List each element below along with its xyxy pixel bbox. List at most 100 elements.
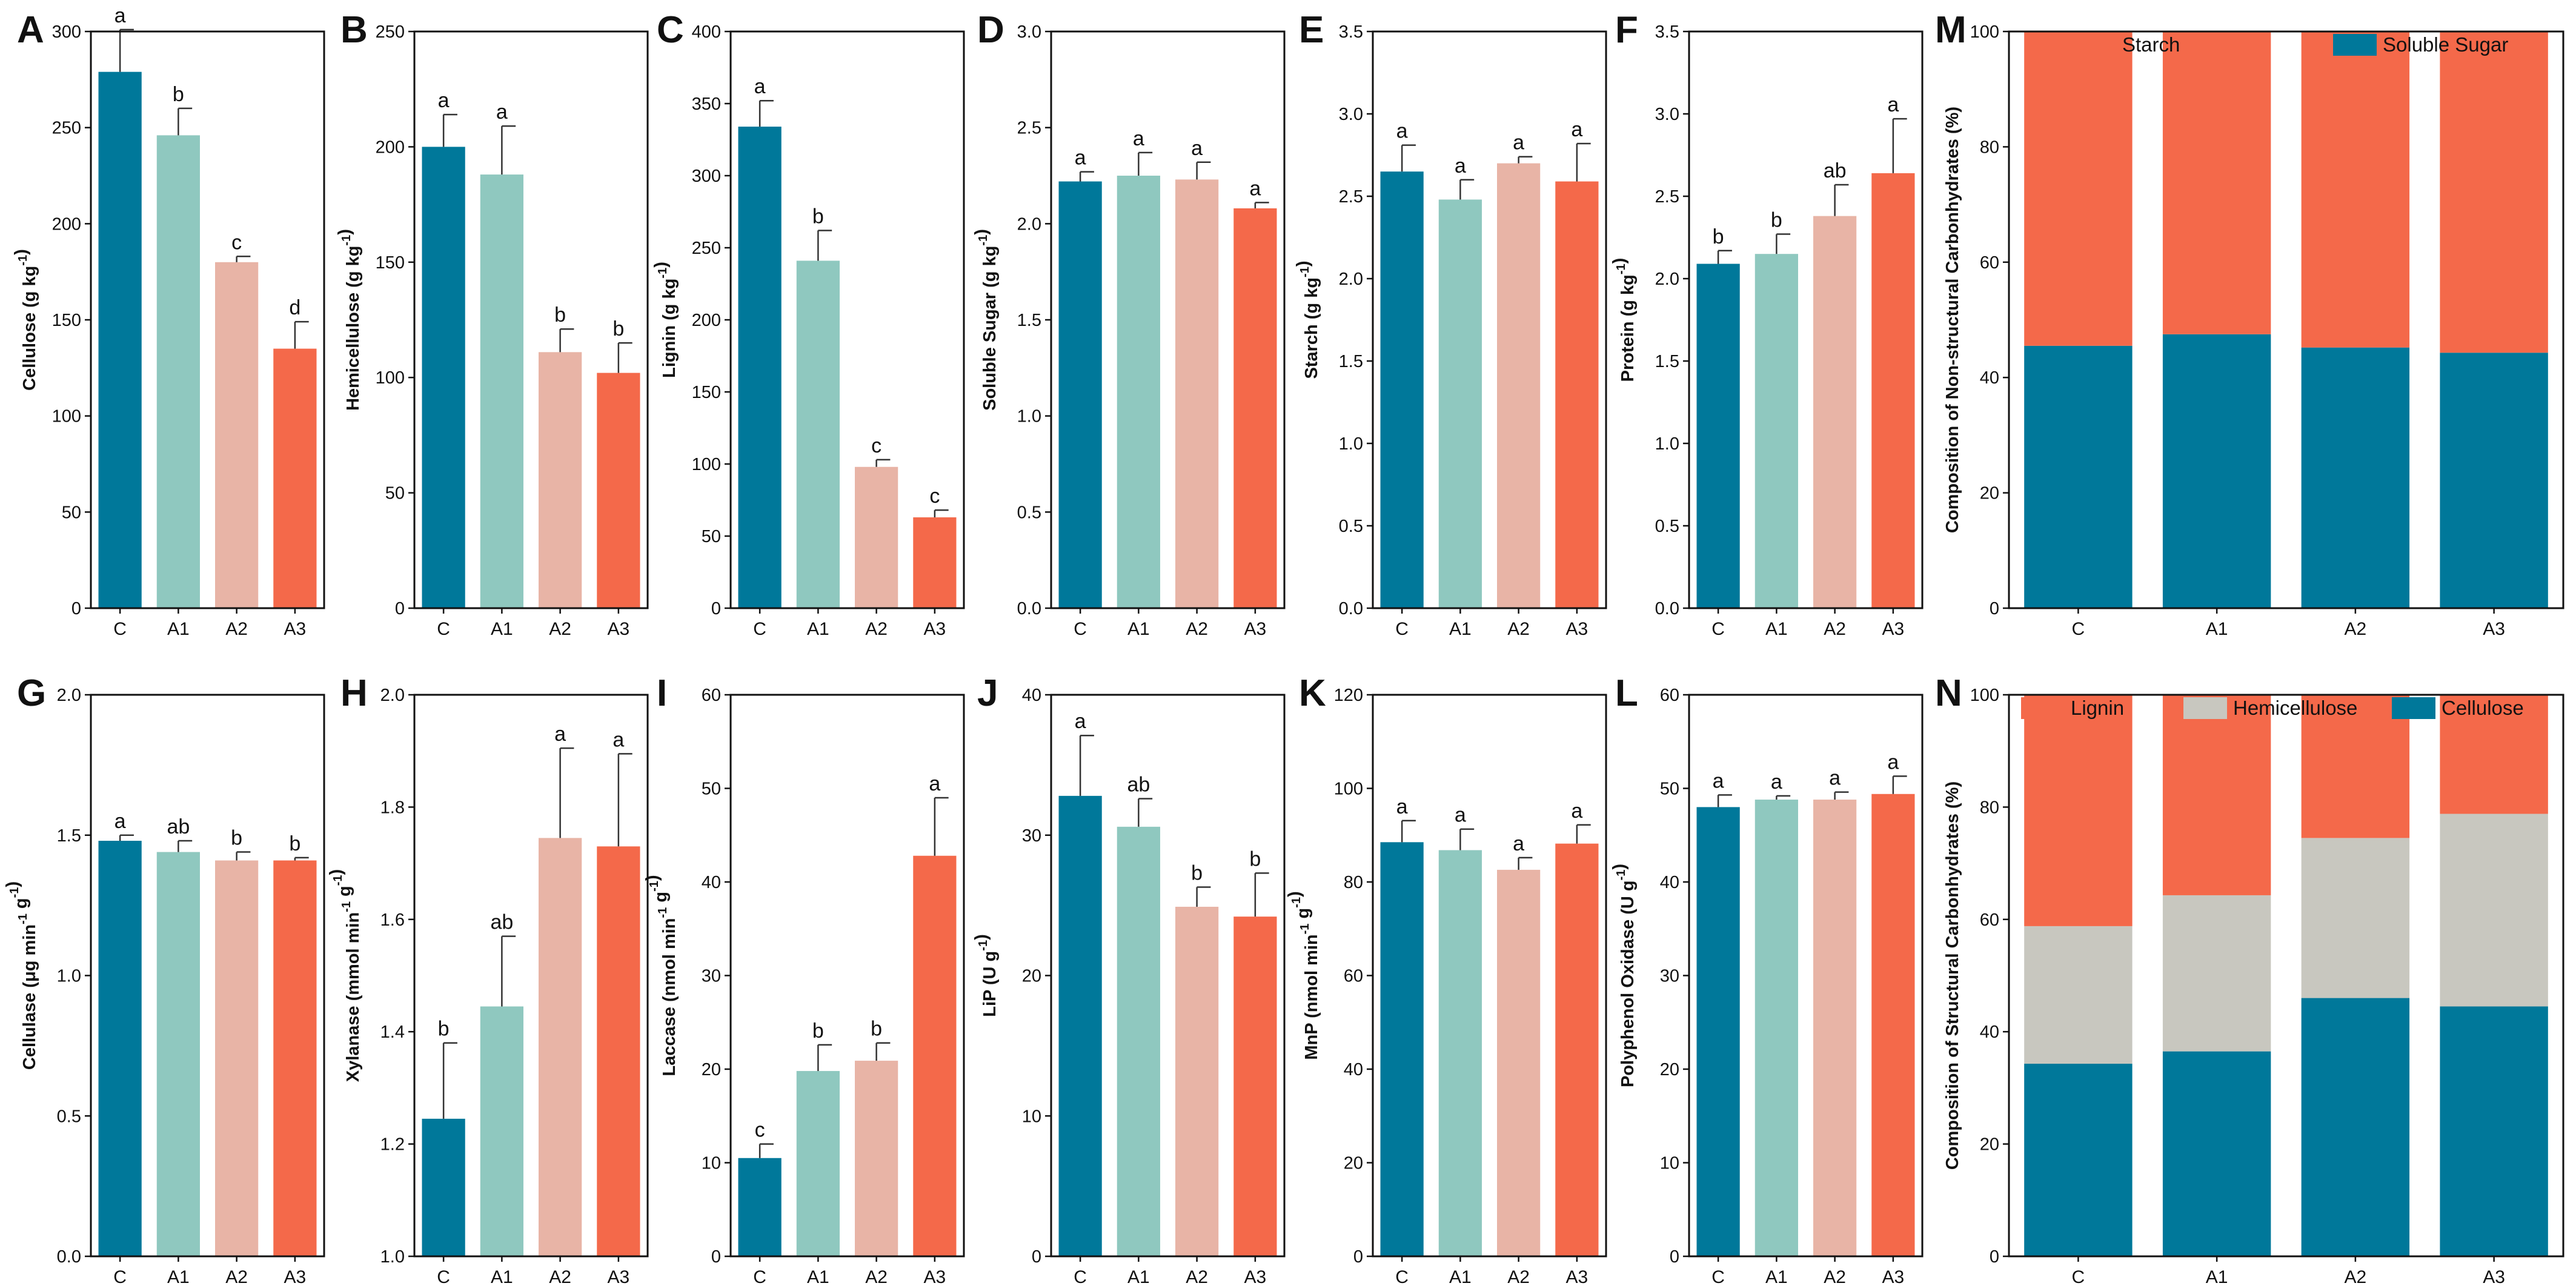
y-tick-label: 30	[1022, 826, 1041, 846]
y-tick-label: 0	[711, 1247, 721, 1267]
y-tick-label: 80	[1344, 873, 1363, 892]
x-tick-label: A1	[1765, 619, 1788, 639]
bar-A1	[796, 260, 840, 608]
segment-lignin	[2162, 695, 2271, 895]
significance-letter: b	[871, 1018, 882, 1041]
segment-soluble-sugar	[2440, 353, 2548, 608]
y-tick-label: 1.0	[57, 967, 81, 986]
bar-A1	[796, 1071, 840, 1256]
bar-C	[422, 1118, 465, 1256]
y-tick-label: 200	[52, 214, 81, 234]
x-tick-label: A3	[1882, 1267, 1905, 1286]
plot-frame	[1372, 30, 1607, 609]
y-axis-label: Composition of Structural Carbonhydrates…	[1943, 781, 1962, 1170]
panel-label: D	[977, 9, 1004, 51]
y-tick-label: 60	[1980, 253, 1999, 273]
y-tick-label: 40	[1660, 873, 1679, 892]
bar-C	[98, 841, 142, 1256]
y-tick-label: 3.0	[1339, 105, 1363, 124]
segment-cellulose	[2301, 998, 2410, 1256]
significance-letter: c	[231, 231, 242, 254]
x-tick-label: A1	[807, 619, 829, 639]
segment-starch	[2024, 31, 2133, 346]
bar-A3	[1233, 916, 1277, 1256]
bar-A1	[1438, 199, 1482, 608]
x-tick-label: A2	[1186, 1267, 1208, 1286]
x-tick-label: A1	[167, 619, 190, 639]
y-tick-label: 1.0	[1017, 407, 1041, 426]
legend-swatch	[2021, 697, 2065, 719]
segment-hemicellulose	[2440, 814, 2548, 1007]
y-axis-label: Composition of Non-structural Carbonhydr…	[1943, 107, 1962, 533]
significance-letter: a	[1771, 771, 1782, 794]
bar-A1	[156, 852, 200, 1256]
y-axis-label: Lignin (g kg-1)	[651, 262, 679, 378]
x-tick-label: A1	[1449, 619, 1472, 639]
y-tick-label: 80	[1980, 798, 1999, 817]
panel-M: M 0 20 40 60 80 100 Composition of Non-structur…	[1935, 9, 2564, 639]
plot-frame	[1688, 694, 1924, 1258]
legend-label: Soluble Sugar	[2383, 33, 2508, 56]
bar-A1	[1754, 800, 1798, 1256]
y-tick-label: 40	[1022, 686, 1041, 705]
significance-letter: b	[231, 827, 242, 850]
y-tick-label: 3.5	[1339, 22, 1363, 42]
y-tick-label: 100	[1334, 780, 1363, 799]
x-tick-label: C	[437, 1267, 450, 1286]
significance-letter: a	[115, 810, 126, 833]
bar-A1	[1117, 176, 1160, 608]
x-tick-label: C	[113, 1267, 127, 1286]
significance-letter: a	[1513, 832, 1524, 855]
y-tick-label: 250	[52, 119, 81, 138]
panel-A: A 0 50 100 150 200 250 300 Cellulose (g kg-1) a b c…	[12, 4, 325, 639]
x-tick-label: C	[1711, 1267, 1725, 1286]
bar-A2	[539, 352, 582, 608]
significance-letter: a	[1713, 769, 1724, 792]
y-tick-label: 120	[1334, 686, 1363, 705]
y-tick-label: 2.0	[1655, 270, 1679, 289]
panel-label: B	[340, 9, 368, 51]
y-tick-label: 1.0	[380, 1247, 405, 1267]
y-tick-label: 1.0	[1655, 434, 1679, 454]
y-tick-label: 300	[52, 22, 81, 42]
y-tick-label: 2.5	[1339, 187, 1363, 207]
plot-frame	[729, 30, 965, 609]
y-axis-label: Starch (g kg-1)	[1293, 260, 1321, 379]
panel-label: I	[657, 672, 667, 714]
legend-swatch	[2073, 34, 2116, 56]
segment-cellulose	[2024, 1064, 2133, 1256]
x-tick-label: C	[437, 619, 450, 639]
y-tick-label: 150	[692, 383, 721, 402]
bar-A1	[1117, 826, 1160, 1256]
x-tick-label: A2	[2345, 619, 2367, 639]
y-tick-label: 200	[692, 311, 721, 330]
significance-letter: a	[1191, 137, 1203, 160]
x-tick-label: A1	[807, 1267, 829, 1286]
legend-swatch	[2392, 697, 2435, 719]
y-axis-label: Soluble Sugar (g kg-1)	[972, 229, 1000, 411]
y-tick-label: 50	[385, 484, 405, 503]
x-tick-label: A3	[608, 619, 630, 639]
significance-letter: b	[612, 317, 624, 340]
y-tick-label: 20	[1022, 967, 1041, 986]
significance-letter: b	[812, 1019, 824, 1042]
panel-L: L 0 10 20 30 40 50 60 Polyphenol Oxidase (U g-1)…	[1610, 672, 1924, 1286]
bar-A3	[1233, 208, 1277, 608]
bar-C	[1380, 171, 1424, 608]
y-tick-label: 60	[1660, 686, 1679, 705]
bar-A1	[480, 1006, 523, 1256]
x-tick-label: A3	[1244, 1267, 1267, 1286]
x-tick-label: A3	[924, 619, 946, 639]
y-tick-label: 10	[1022, 1107, 1041, 1126]
y-tick-label: 50	[1660, 780, 1679, 799]
x-tick-label: A1	[2206, 619, 2228, 639]
y-tick-label: 20	[1344, 1154, 1363, 1173]
legend-swatch	[2183, 697, 2227, 719]
significance-letter: a	[1455, 804, 1466, 827]
panel-J: J 0 10 20 30 40 LiP (U g-1) a ab b b C A1 A2 A3	[972, 672, 1286, 1286]
y-axis-label: Polyphenol Oxidase (U g-1)	[1610, 864, 1638, 1087]
y-tick-label: 80	[1980, 138, 1999, 157]
bar-C	[1058, 795, 1102, 1256]
significance-letter: a	[496, 101, 508, 124]
y-tick-label: 40	[1980, 368, 1999, 388]
